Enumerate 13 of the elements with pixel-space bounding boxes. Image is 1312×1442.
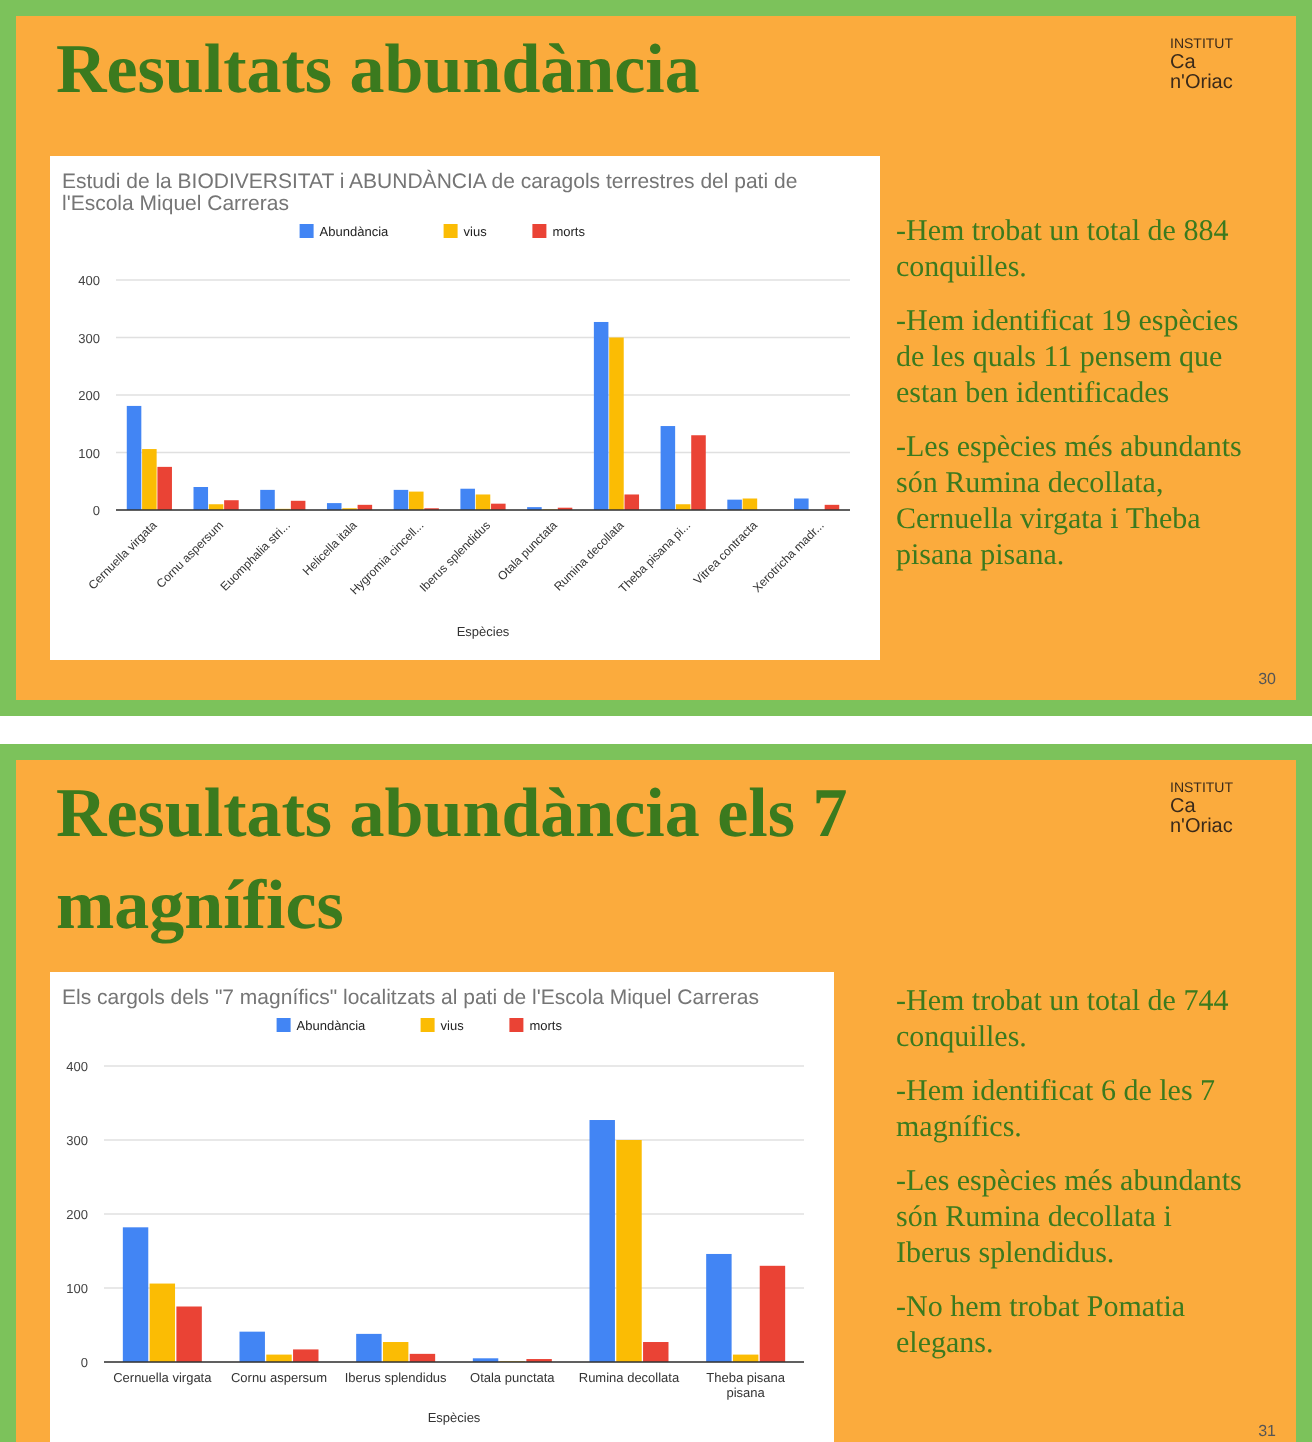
text: -Hem trobat un total de 744 conquilles. (896, 986, 1230, 1054)
chart-title: Estudi de la BIODIVERSITAT i ABUNDÀNCIA de caragols terrestres del pati de l'Escola Miquel Carreras (62, 168, 798, 216)
text: -Hem identificat 6 de les 7 magnífics. (896, 1076, 1217, 1144)
text: Resultats abundància els 7 magnífics (56, 774, 848, 944)
text: -Hem identificat 19 espècies de les quals 11 pensem que estan ben identificades (896, 306, 1239, 410)
text: -Les espècies més abundants són Rumina decollata, Cernuella virgata i Theba pisana pisana. (896, 432, 1243, 572)
chart-title: Els cargols dels "7 magnífics" localitzats al pati de l'Escola Miquel Carreras (62, 986, 760, 1010)
text: -No hem trobat Pomatia elegans. (896, 1292, 1186, 1360)
text: Resultats abundància (56, 30, 700, 108)
text: -Les espècies més abundants són Rumina decollata i Iberus splendidus. (896, 1166, 1243, 1270)
text: 31 (1258, 1422, 1278, 1440)
text: 30 (1258, 670, 1278, 688)
text: -Hem trobat un total de 884 conquilles. (896, 216, 1230, 284)
